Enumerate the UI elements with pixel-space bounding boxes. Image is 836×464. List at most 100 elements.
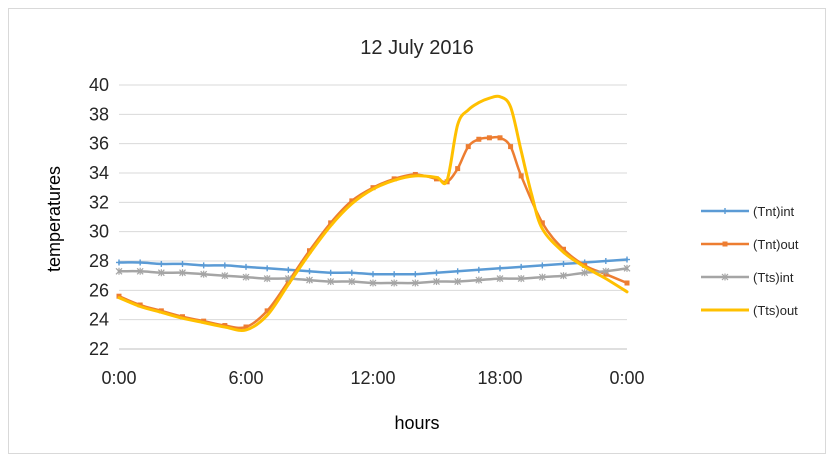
- data-point: [306, 276, 313, 284]
- x-tick-labels: 0:00 6:00 12:00 18:00 0:00: [101, 368, 644, 388]
- data-point: [486, 135, 492, 141]
- data-point: [200, 262, 207, 269]
- data-point: [390, 279, 398, 287]
- series-0: [116, 256, 630, 278]
- data-point: [721, 273, 729, 281]
- data-point: [454, 268, 461, 275]
- data-point: [539, 220, 545, 226]
- data-point: [285, 266, 292, 273]
- series-2: [115, 264, 631, 287]
- data-point: [243, 324, 249, 330]
- data-point: [328, 220, 334, 226]
- y-tick-labels: 22 24 26 28 30 32 34 36 38 40: [89, 75, 109, 359]
- chart-title: 12 July 2016: [360, 37, 473, 59]
- data-point: [465, 144, 471, 150]
- y-tick-label: 38: [89, 104, 109, 124]
- x-tick-label: 6:00: [228, 368, 263, 388]
- data-point: [264, 308, 270, 314]
- legend-label: (Tts)int: [753, 270, 794, 285]
- y-tick-label: 30: [89, 222, 109, 242]
- data-point: [496, 275, 504, 283]
- y-tick-label: 28: [89, 251, 109, 271]
- data-point: [391, 271, 398, 278]
- data-point: [518, 263, 525, 270]
- data-point: [349, 198, 355, 204]
- x-tick-label: 12:00: [350, 368, 395, 388]
- x-axis-label: hours: [394, 413, 439, 433]
- data-point: [508, 144, 514, 150]
- data-point: [476, 136, 482, 142]
- data-point: [624, 280, 630, 286]
- data-point: [560, 272, 567, 280]
- data-point: [623, 264, 631, 272]
- legend-label: (Tts)out: [753, 303, 798, 318]
- data-point: [497, 265, 503, 272]
- data-point: [221, 262, 228, 269]
- data-point: [538, 273, 546, 281]
- y-tick-label: 40: [89, 75, 109, 95]
- data-point: [454, 278, 462, 286]
- data-point: [116, 259, 122, 266]
- legend-entry: (Tnt)int: [701, 204, 795, 219]
- series-1: [116, 135, 630, 330]
- data-point: [157, 269, 165, 277]
- data-point: [602, 258, 609, 264]
- data-point: [179, 269, 186, 277]
- data-point: [136, 267, 144, 275]
- chart-frame: 22 24 26 28 30 32 34 36 38 40 0:00 6:00 12:00 18:00 0…: [8, 8, 826, 454]
- data-point: [221, 272, 229, 280]
- gridlines: [119, 84, 627, 350]
- data-point: [433, 278, 440, 286]
- y-tick-label: 32: [89, 192, 109, 212]
- data-point: [306, 268, 313, 275]
- data-point: [602, 267, 610, 275]
- legend: (Tnt)int (Tnt)out (Tts)int (Tts)out: [701, 204, 799, 318]
- data-point: [497, 135, 503, 141]
- data-point: [517, 275, 525, 283]
- data-point: [327, 269, 334, 276]
- data-point: [348, 269, 355, 276]
- legend-entry: (Tts)out: [701, 303, 798, 318]
- data-point: [624, 256, 630, 263]
- data-point: [263, 275, 271, 283]
- data-point: [560, 260, 567, 267]
- data-point: [433, 269, 440, 276]
- data-point: [179, 260, 186, 267]
- data-point: [137, 259, 144, 266]
- data-point: [412, 271, 419, 278]
- legend-label: (Tnt)out: [753, 237, 799, 252]
- data-point: [307, 248, 312, 254]
- data-point: [242, 273, 250, 281]
- data-point: [561, 246, 566, 252]
- x-tick-label: 18:00: [477, 368, 522, 388]
- data-point: [518, 173, 524, 179]
- data-point: [200, 270, 208, 278]
- x-tick-label: 0:00: [609, 368, 644, 388]
- series-line: [117, 135, 629, 330]
- data-point: [158, 260, 165, 267]
- data-point: [115, 267, 123, 275]
- data-point: [370, 271, 376, 278]
- data-point: [475, 266, 482, 273]
- data-point: [243, 263, 249, 270]
- legend-entry: (Tnt)out: [701, 237, 799, 252]
- series-lines: [115, 94, 631, 332]
- y-tick-label: 24: [89, 310, 109, 330]
- data-point: [369, 279, 377, 287]
- y-axis-label: temperatures: [44, 166, 64, 272]
- data-point: [722, 241, 728, 247]
- data-point: [581, 269, 589, 277]
- data-point: [327, 278, 335, 286]
- y-tick-label: 36: [89, 134, 109, 154]
- data-point: [475, 276, 483, 284]
- legend-entry: (Tts)int: [701, 270, 794, 285]
- series-3: [117, 94, 629, 332]
- data-point: [722, 208, 728, 214]
- legend-label: (Tnt)int: [753, 204, 795, 219]
- y-tick-label: 26: [89, 280, 109, 300]
- data-point: [455, 166, 461, 172]
- y-tick-label: 22: [89, 339, 109, 359]
- data-point: [264, 265, 271, 272]
- y-tick-label: 34: [89, 163, 109, 183]
